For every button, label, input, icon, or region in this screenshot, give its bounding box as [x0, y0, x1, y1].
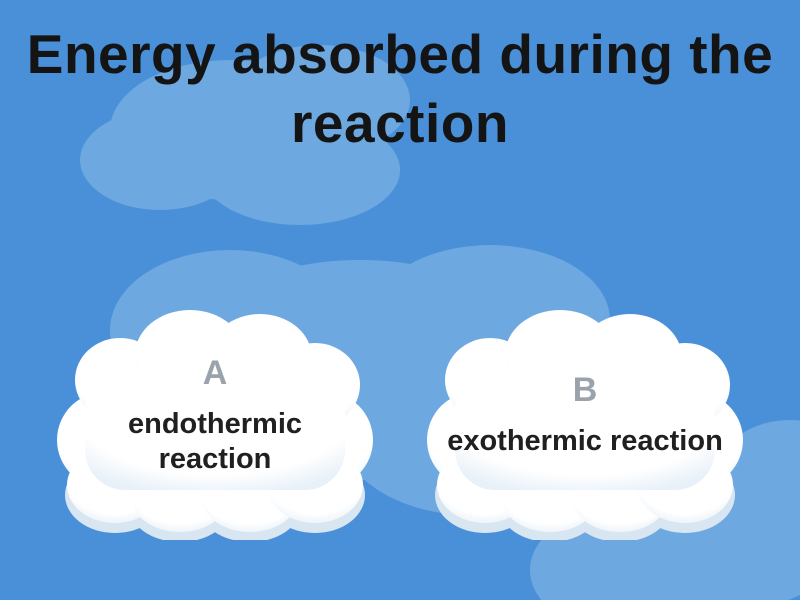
option-a-text: endothermic reaction: [75, 407, 355, 477]
question-text: Energy absorbed during the reaction: [0, 20, 800, 158]
options-container: A endothermic reaction: [0, 300, 800, 540]
question-container: Energy absorbed during the reaction: [0, 0, 800, 158]
option-b[interactable]: B exothermic reaction: [415, 300, 755, 540]
option-b-letter: B: [573, 371, 598, 410]
option-a-content: A endothermic reaction: [45, 300, 385, 540]
option-a-letter: A: [203, 354, 228, 393]
option-b-content: B exothermic reaction: [415, 300, 755, 540]
option-a[interactable]: A endothermic reaction: [45, 300, 385, 540]
option-b-text: exothermic reaction: [447, 424, 723, 459]
